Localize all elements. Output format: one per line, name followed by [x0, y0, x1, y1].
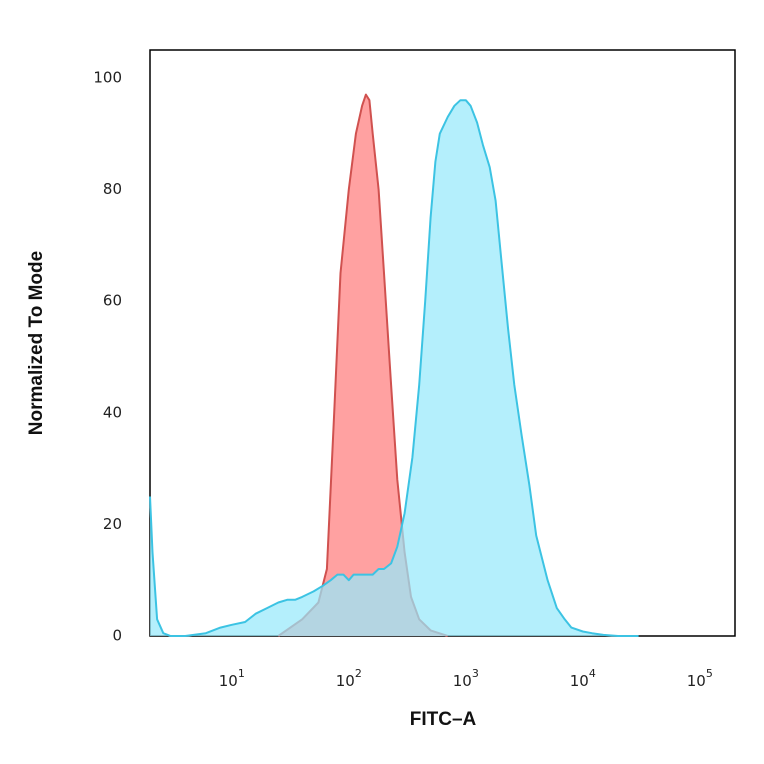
x-axis-title: FITC–A	[410, 709, 477, 730]
x-tick-label: 103	[453, 667, 479, 690]
series-2-line	[149, 99, 639, 637]
series-1-area	[278, 94, 448, 637]
y-axis: 0 20 40 60 80 100	[93, 68, 122, 644]
x-tick-label: 102	[336, 667, 362, 690]
x-tick-label: 105	[687, 667, 713, 690]
y-axis-title: Normalized To Mode	[26, 251, 47, 435]
y-tick-label: 100	[93, 68, 122, 86]
x-tick-label: 101	[219, 667, 245, 690]
y-tick-label: 0	[112, 627, 122, 645]
plot-area	[149, 49, 736, 637]
y-tick-label: 60	[103, 292, 122, 310]
x-tick-label: 104	[570, 667, 596, 690]
y-tick-label: 40	[103, 403, 122, 421]
series-2-area	[150, 100, 639, 636]
series-layer	[149, 93, 639, 637]
y-tick-label: 80	[103, 180, 122, 198]
y-tick-label: 20	[103, 515, 122, 533]
x-axis: 101 102 103 104 105	[219, 667, 713, 690]
